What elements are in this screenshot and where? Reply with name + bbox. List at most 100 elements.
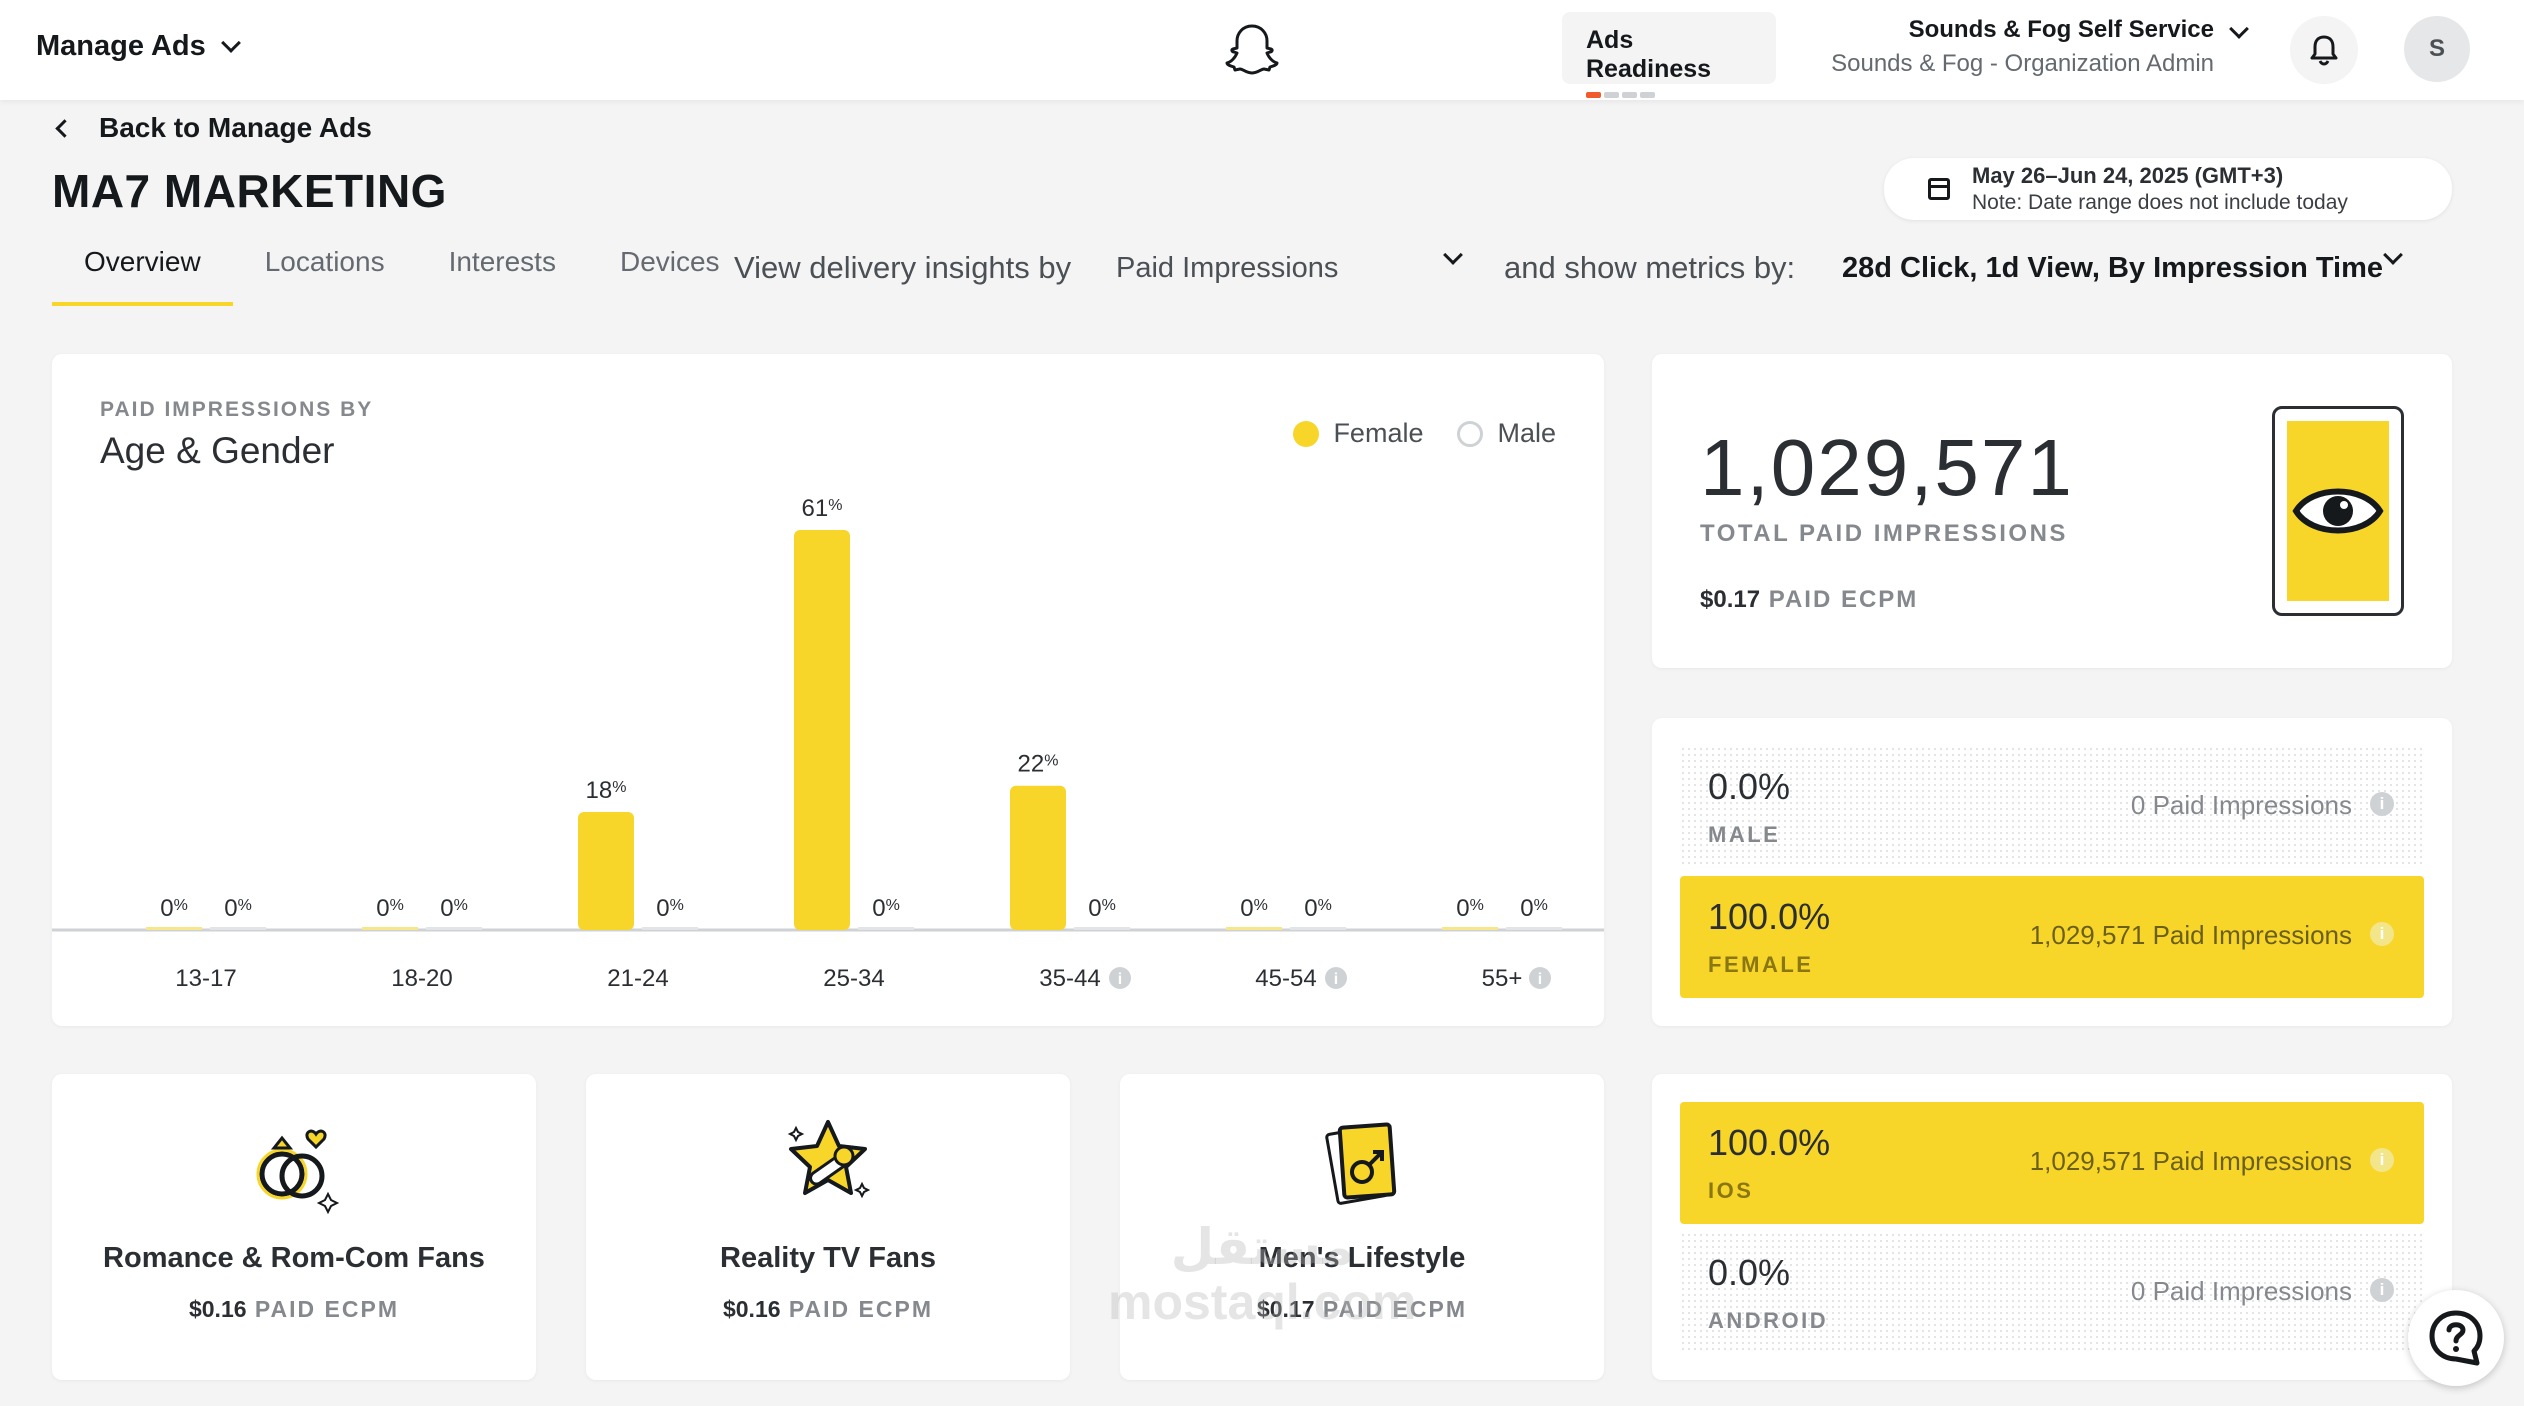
chart-eyebrow: PAID IMPRESSIONS BY <box>100 398 374 421</box>
bar-female-55+ <box>1442 927 1498 930</box>
bar-male-21-24 <box>642 927 698 930</box>
account-switcher[interactable]: Sounds & Fog Self Service Sounds & Fog -… <box>1831 16 2214 78</box>
data-label-male-18-20: 0% <box>440 895 468 922</box>
help-chat-icon <box>2429 1310 2483 1366</box>
chevron-left-icon <box>55 118 74 138</box>
date-range-value: May 26–Jun 24, 2025 (GMT+3) <box>1972 163 2284 188</box>
interest-ecpm-label: PAID ECPM <box>788 1296 934 1322</box>
legend-female[interactable]: Female <box>1293 418 1423 449</box>
tab-interests[interactable]: Interests <box>448 246 556 277</box>
tab-overview[interactable]: Overview <box>52 226 233 306</box>
info-icon[interactable] <box>1325 967 1347 989</box>
notifications-button[interactable] <box>2290 16 2358 84</box>
female-impressions: 1,029,571 Paid Impressions <box>2029 920 2352 950</box>
date-range-picker[interactable]: May 26–Jun 24, 2025 (GMT+3) Note: Date r… <box>1884 158 2452 220</box>
interest-ecpm: $0.17 PAID ECPM <box>1120 1296 1604 1323</box>
interest-card-mens-lifestyle[interactable]: Men's Lifestyle $0.17 PAID ECPM <box>1120 1074 1604 1380</box>
age-gender-bar-chart: 0% 0% 13-17 0% 0% 18-20 18% 0% 21-24 61% 0% 25-34 22… <box>52 495 1604 992</box>
bar-female-35-44 <box>1010 785 1066 930</box>
total-ecpm-value: $0.17 <box>1700 586 1761 613</box>
info-icon[interactable]: i <box>2370 792 2394 816</box>
metrics-label: and show metrics by: <box>1504 250 1796 285</box>
info-icon-glyph: i <box>1334 971 1338 988</box>
account-name: Sounds & Fog Self Service <box>1908 16 2214 43</box>
bell-icon <box>2310 35 2338 66</box>
legend-male-label: Male <box>1497 418 1556 448</box>
interest-card-reality-tv[interactable]: Reality TV Fans $0.16 PAID ECPM <box>586 1074 1070 1380</box>
chevron-down-icon <box>220 32 241 53</box>
ios-label: IOS <box>1708 1178 1754 1203</box>
watermark-arabic: مستقل <box>1170 1219 1354 1275</box>
legend-male[interactable]: Male <box>1457 418 1556 449</box>
female-dot-icon <box>1293 420 1320 447</box>
watermark-logo: مستقل mostaql.com <box>1108 1220 1416 1330</box>
data-label-male-35-44: 0% <box>1088 895 1116 922</box>
total-impressions-value: 1,029,571 <box>1700 423 2074 512</box>
os-breakdown-card: 100.0% IOS 1,029,571 Paid Impressions i … <box>1652 1074 2452 1380</box>
android-impressions: 0 Paid Impressions <box>2130 1276 2352 1306</box>
info-icon[interactable]: i <box>2370 1278 2394 1302</box>
tick-label-13-17: 13-17 <box>175 965 236 992</box>
os-row-android: 0.0% ANDROID 0 Paid Impressions i <box>1680 1232 2424 1354</box>
metrics-select[interactable]: 28d Click, 1d View, By Impression Time <box>1842 252 2384 284</box>
bar-female-25-34 <box>794 530 850 930</box>
metrics-chevron-down-icon[interactable] <box>2383 245 2403 265</box>
info-icon-glyph: i <box>1538 971 1542 988</box>
avatar[interactable]: S <box>2404 16 2470 82</box>
tick-label-18-20: 18-20 <box>391 965 452 992</box>
data-label-male-45-54: 0% <box>1304 895 1332 922</box>
star-microphone-icon <box>787 1120 871 1199</box>
bar-male-35-44 <box>1074 927 1130 930</box>
tick-label-35-44: 35-44 <box>1039 965 1100 992</box>
chart-legend: Female Male <box>1293 418 1556 449</box>
female-pct: 100.0% <box>1708 896 1831 937</box>
ads-readiness-button[interactable]: Ads Readiness <box>1562 12 1776 98</box>
data-label-female-55+: 0% <box>1456 895 1484 922</box>
top-bar: Manage Ads Ads Readiness Sounds & Fog Se… <box>0 0 2524 100</box>
android-label: ANDROID <box>1708 1308 1829 1333</box>
info-icon[interactable] <box>1109 967 1131 989</box>
bar-male-13-17 <box>210 927 266 930</box>
phone-eye-icon <box>2272 406 2404 616</box>
total-ecpm-label: PAID ECPM <box>1768 586 1919 613</box>
snapchat-ghost-icon[interactable] <box>1222 20 1282 80</box>
ads-readiness-label: Ads Readiness <box>1586 26 1712 83</box>
bar-female-13-17 <box>146 927 202 930</box>
gender-row-female: 100.0% FEMALE 1,029,571 Paid Impressions… <box>1680 876 2424 998</box>
tick-label-25-34: 25-34 <box>823 965 884 992</box>
info-icon[interactable]: i <box>2370 922 2394 946</box>
info-icon[interactable]: i <box>2370 1148 2394 1172</box>
data-label-female-13-17: 0% <box>160 895 188 922</box>
insights-label: View delivery insights by <box>734 250 1072 285</box>
manage-ads-label: Manage Ads <box>36 30 206 62</box>
insights-select[interactable]: Paid Impressions <box>1116 252 1339 284</box>
interest-ecpm-value: $0.17 <box>1256 1296 1315 1322</box>
account-chevron-down-icon[interactable] <box>2229 19 2249 39</box>
interest-ecpm-label: PAID ECPM <box>1322 1296 1468 1322</box>
info-icon-glyph: i <box>1118 971 1122 988</box>
bar-male-45-54 <box>1290 927 1346 930</box>
interest-name: Men's Lifestyle <box>1258 1242 1466 1274</box>
total-impressions-label: TOTAL PAID IMPRESSIONS <box>1700 520 2068 547</box>
tick-label-55+: 55+ <box>1482 965 1523 992</box>
data-label-female-21-24: 18% <box>586 777 627 804</box>
data-label-male-25-34: 0% <box>872 895 900 922</box>
os-row-ios: 100.0% IOS 1,029,571 Paid Impressions i <box>1680 1102 2424 1224</box>
bar-female-21-24 <box>578 811 634 930</box>
tab-locations[interactable]: Locations <box>264 246 385 277</box>
info-icon[interactable] <box>1529 967 1551 989</box>
data-label-female-18-20: 0% <box>376 895 404 922</box>
total-ecpm: $0.17 PAID ECPM <box>1700 586 1918 614</box>
watermark-url: mostaql.com <box>1108 1274 1417 1330</box>
manage-ads-menu[interactable]: Manage Ads <box>36 30 241 63</box>
ios-impressions: 1,029,571 Paid Impressions <box>2029 1146 2352 1176</box>
interest-ecpm-value: $0.16 <box>722 1296 781 1322</box>
page-title: MA7 MARKETING <box>52 165 447 217</box>
tab-devices[interactable]: Devices <box>619 246 720 277</box>
interest-card-romance[interactable]: Romance & Rom-Com Fans $0.16 PAID ECPM <box>52 1074 536 1380</box>
tick-label-45-54: 45-54 <box>1255 965 1316 992</box>
back-to-manage-ads-link[interactable]: Back to Manage Ads <box>55 112 372 144</box>
interest-name: Romance & Rom-Com Fans <box>103 1242 485 1274</box>
help-button[interactable] <box>2408 1290 2504 1386</box>
data-label-female-25-34: 61% <box>802 495 843 522</box>
